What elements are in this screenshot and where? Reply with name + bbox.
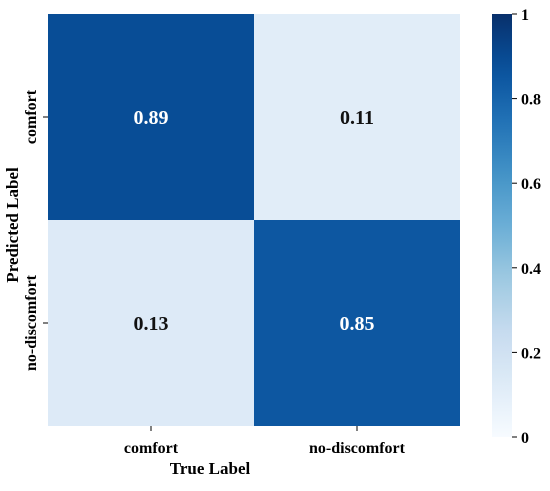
cell-value-label: 0.85 <box>340 313 375 335</box>
colorbar-tick-label: 0.2 <box>521 345 541 362</box>
cell-value-label: 0.89 <box>134 107 169 129</box>
axes: comfort no-discomfort comfort no-discomfort <box>23 89 406 457</box>
heatmap-cell <box>48 220 254 426</box>
heatmap-cell <box>254 220 460 426</box>
colorbar-tick-label: 0 <box>521 430 529 447</box>
heatmap-cells <box>48 14 460 426</box>
y-tick-label: no-discomfort <box>23 274 40 371</box>
colorbar-gradient <box>492 14 512 437</box>
x-tick-label: comfort <box>124 440 179 457</box>
colorbar-tick-label: 0.8 <box>521 92 541 109</box>
x-tick-label: no-discomfort <box>309 440 406 457</box>
heatmap-cell <box>254 14 460 220</box>
colorbar-tick-label: 0.4 <box>521 261 541 278</box>
heatmap-cell <box>48 14 254 220</box>
cell-value-label: 0.13 <box>134 313 169 335</box>
colorbar-tick-label: 1 <box>521 7 529 24</box>
cell-value-label: 0.11 <box>340 107 374 129</box>
heatmap-value-labels: 0.89 0.11 0.13 0.85 <box>134 107 375 335</box>
y-tick-label: comfort <box>23 89 40 144</box>
x-axis-title: True Label <box>170 459 251 478</box>
colorbar-tick-label: 0.6 <box>521 176 541 193</box>
y-axis-title: Predicted Label <box>3 167 22 283</box>
colorbar: 0 0.2 0.4 0.6 0.8 1 <box>492 7 541 447</box>
